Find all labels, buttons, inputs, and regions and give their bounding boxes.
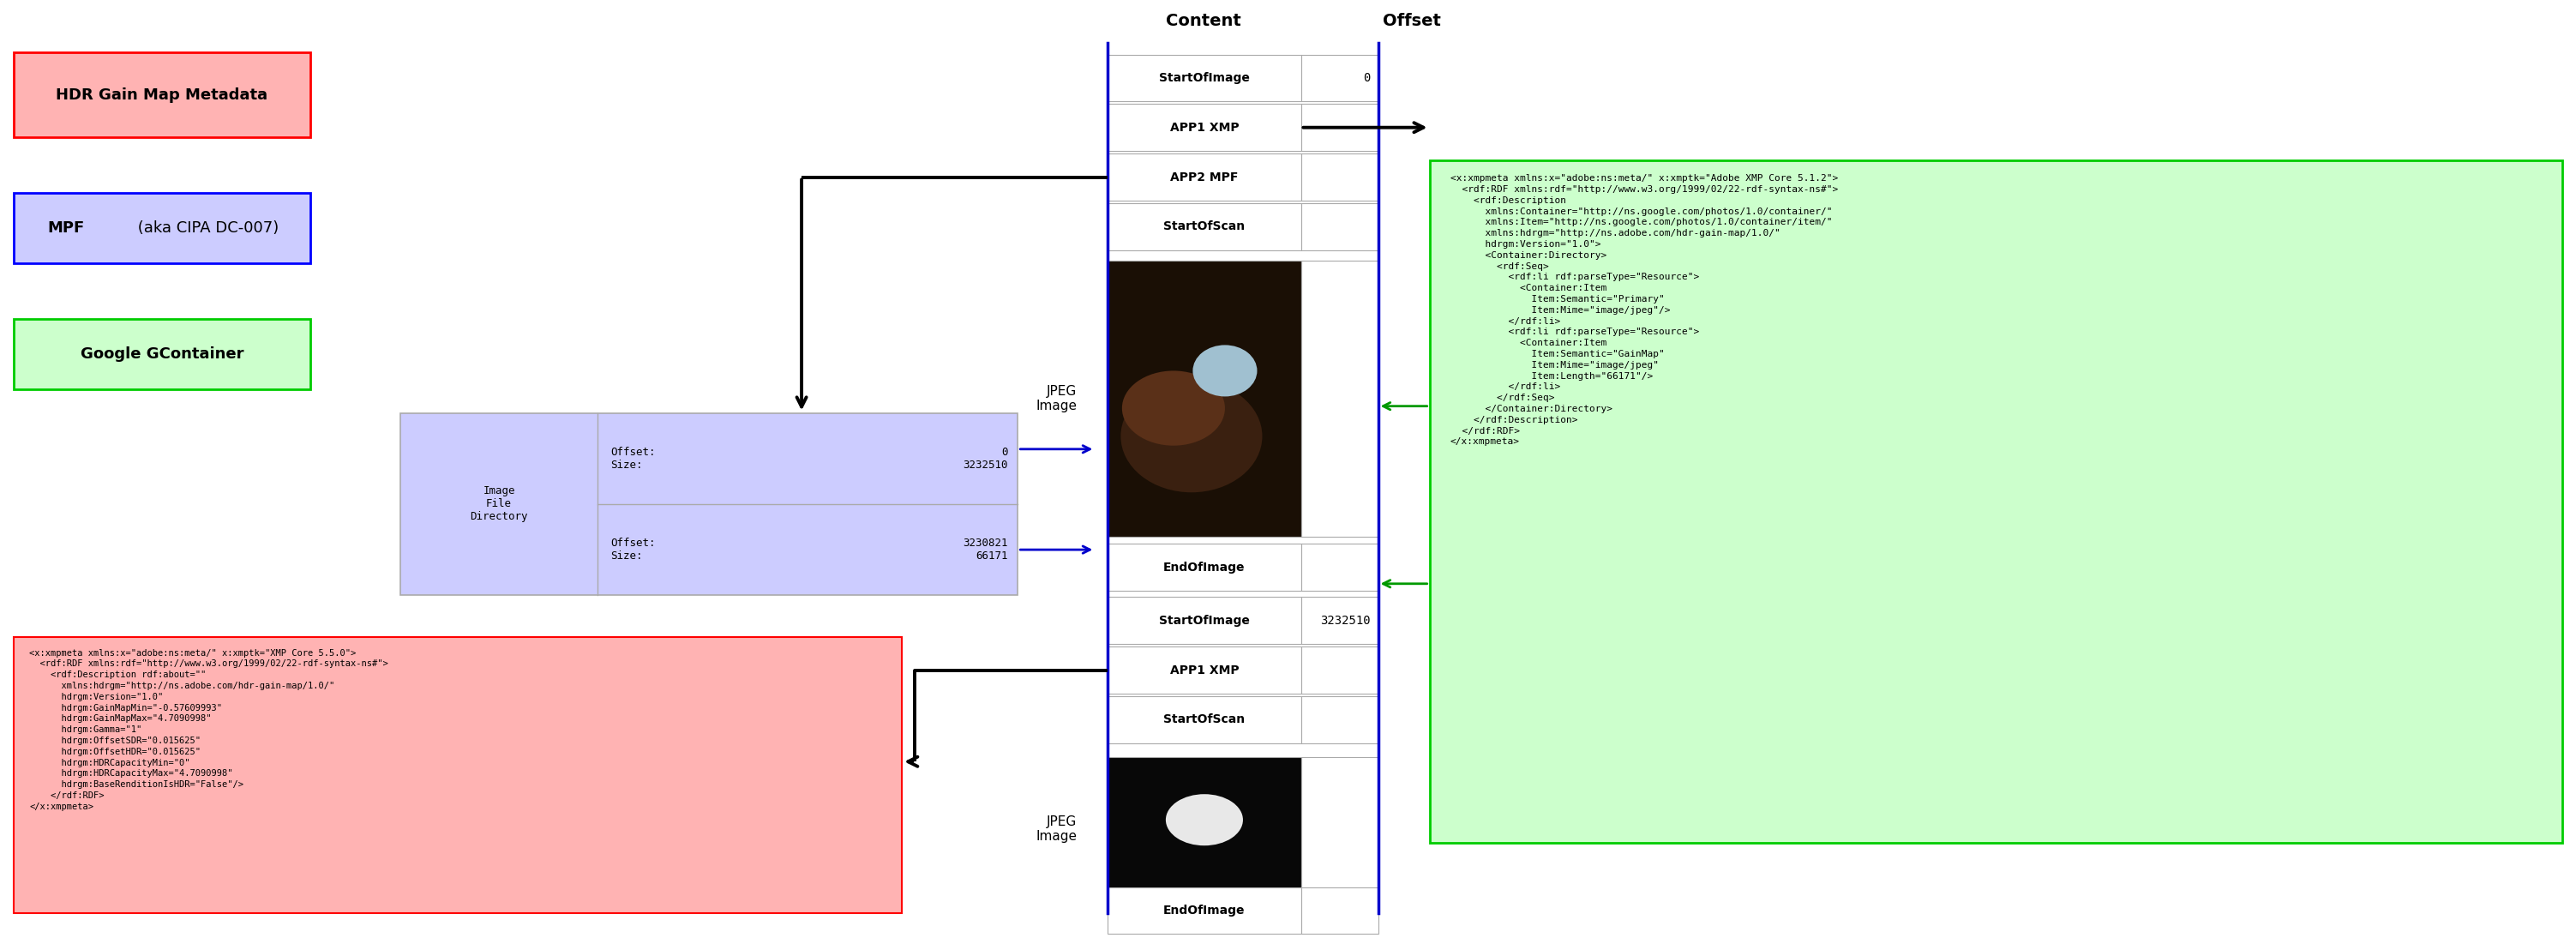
Text: Content: Content [1164,13,1242,29]
Bar [1301,204,1378,250]
Bar [1108,696,1301,743]
Ellipse shape [1121,380,1262,492]
Text: Offset:
Size:: Offset: Size: [611,537,657,562]
Bar [13,319,309,389]
Text: StartOfImage: StartOfImage [1159,614,1249,627]
Text: (aka CIPA DC-007): (aka CIPA DC-007) [131,220,278,235]
Text: MPF: MPF [46,220,85,235]
Text: Offset:
Size:: Offset: Size: [611,446,657,471]
Bar [13,53,309,137]
Bar [1108,887,1301,934]
Ellipse shape [1167,794,1244,845]
Bar [1301,104,1378,151]
Ellipse shape [1193,345,1257,397]
Bar [1430,160,2563,843]
Text: Offset: Offset [1383,13,1440,29]
Text: <x:xmpmeta xmlns:x="adobe:ns:meta/" x:xmptk="Adobe XMP Core 5.1.2">
  <rdf:RDF x: <x:xmpmeta xmlns:x="adobe:ns:meta/" x:xm… [1450,174,1837,446]
Bar [1301,54,1378,101]
Bar [1108,54,1301,101]
Text: 0: 0 [1363,72,1370,83]
Text: APP1 XMP: APP1 XMP [1170,122,1239,133]
Bar [1108,647,1301,693]
Text: 0
3232510: 0 3232510 [963,446,1007,471]
Text: EndOfImage: EndOfImage [1164,561,1244,573]
Bar [13,638,902,914]
Bar [1301,887,1378,934]
Bar [1301,261,1378,537]
Bar [1108,598,1301,644]
Bar [1301,647,1378,693]
Text: StartOfScan: StartOfScan [1164,220,1244,233]
Bar [1301,598,1378,644]
Ellipse shape [1123,371,1226,446]
Text: StartOfImage: StartOfImage [1159,72,1249,83]
Text: APP1 XMP: APP1 XMP [1170,664,1239,676]
Bar [1301,544,1378,591]
Text: JPEG
Image: JPEG Image [1036,385,1077,413]
Bar [1108,261,1301,537]
Text: <x:xmpmeta xmlns:x="adobe:ns:meta/" x:xmptk="XMP Core 5.5.0">
  <rdf:RDF xmlns:r: <x:xmpmeta xmlns:x="adobe:ns:meta/" x:xm… [28,649,389,810]
Bar [1301,696,1378,743]
Text: Image
File
Directory: Image File Directory [469,486,528,522]
Bar [1301,154,1378,201]
Bar [1108,104,1301,151]
Text: EndOfImage: EndOfImage [1164,904,1244,916]
Bar [1108,757,1301,901]
Text: Google GContainer: Google GContainer [80,347,245,362]
Text: APP2 MPF: APP2 MPF [1170,171,1239,183]
Text: 3232510: 3232510 [1319,614,1370,627]
Text: StartOfScan: StartOfScan [1164,714,1244,726]
Text: 3230821
66171: 3230821 66171 [963,537,1007,562]
Bar [1301,757,1378,901]
Bar [1108,544,1301,591]
Bar [1108,154,1301,201]
Bar [1108,204,1301,250]
Text: HDR Gain Map Metadata: HDR Gain Map Metadata [57,87,268,102]
Bar [399,413,1018,596]
Bar [13,193,309,264]
Text: JPEG
Image: JPEG Image [1036,815,1077,843]
